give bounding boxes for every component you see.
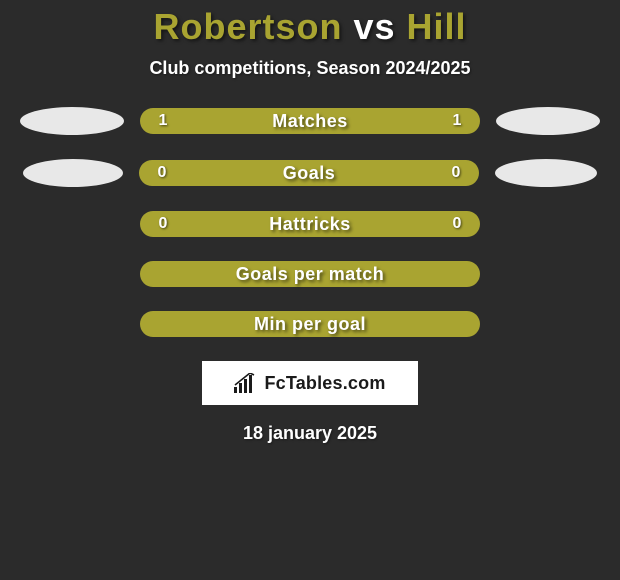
stat-row: 0Goals0 [0,159,620,187]
stat-bar: Goals per match [140,261,480,287]
comparison-rows: 1Matches10Goals00Hattricks0Goals per mat… [0,107,620,337]
player1-club-placeholder [23,159,123,187]
stat-row: Goals per match [0,261,620,287]
player1-club-placeholder [20,107,124,135]
player2-club-placeholder [495,159,597,187]
stat-row: Min per goal [0,311,620,337]
vs-text: vs [342,6,406,47]
stat-right-value: 0 [439,164,473,182]
player2-name: Hill [407,6,467,47]
page-title: Robertson vs Hill [0,0,620,52]
player1-name: Robertson [153,6,342,47]
date-text: 18 january 2025 [0,423,620,444]
stat-label: Goals per match [180,264,440,285]
stat-right-value: 0 [440,215,474,233]
stat-label: Hattricks [180,214,440,235]
stat-bar: 0Goals0 [139,160,479,186]
stat-label: Goals [179,163,439,184]
stat-row: 1Matches1 [0,107,620,135]
fctables-logo[interactable]: FcTables.com [202,361,418,405]
chart-icon [234,373,258,393]
stat-left-value: 0 [146,215,180,233]
stat-bar: 1Matches1 [140,108,480,134]
logo-text: FcTables.com [264,373,385,394]
subtitle: Club competitions, Season 2024/2025 [0,58,620,79]
stat-row: 0Hattricks0 [0,211,620,237]
stat-label: Min per goal [180,314,440,335]
player2-club-placeholder [496,107,600,135]
stat-bar: 0Hattricks0 [140,211,480,237]
stat-right-value: 1 [440,112,474,130]
stat-left-value: 0 [145,164,179,182]
stat-bar: Min per goal [140,311,480,337]
stat-left-value: 1 [146,112,180,130]
stat-label: Matches [180,111,440,132]
